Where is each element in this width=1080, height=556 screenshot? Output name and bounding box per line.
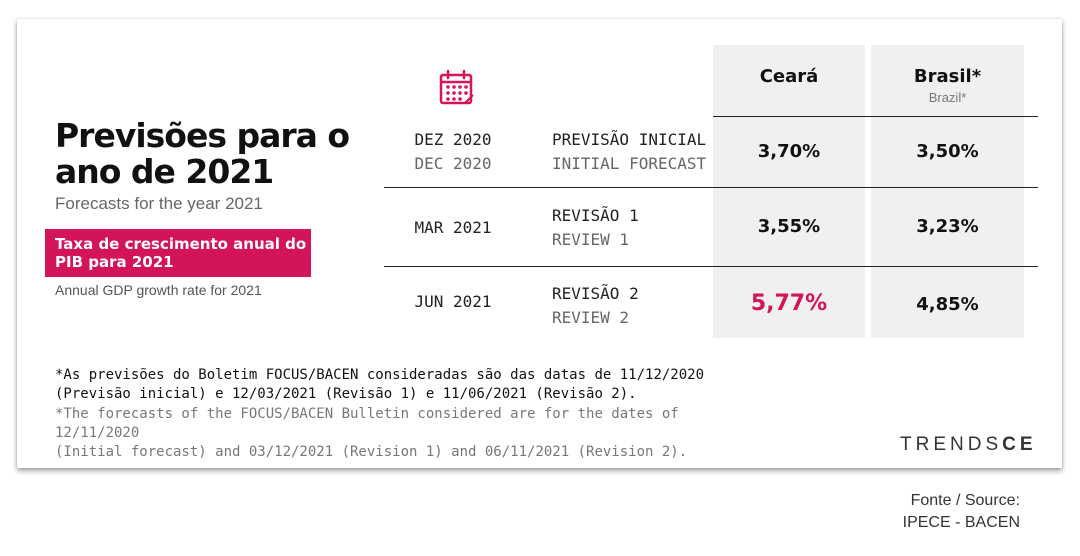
highlight-label: Taxa de crescimento anual do PIB para 20…: [45, 229, 311, 277]
page-subtitle: Forecasts for the year 2021: [55, 194, 263, 213]
page-title: Previsões para o ano de 2021: [55, 116, 350, 191]
column-header-ceara: Ceará: [759, 66, 819, 87]
ceara-column-background: [713, 45, 865, 338]
highlight-caption: Annual GDP growth rate for 2021: [55, 282, 262, 298]
header-divider: [713, 116, 1038, 117]
column-header-brasil-sub: Brazil*: [928, 90, 967, 105]
row-divider: [384, 266, 1038, 267]
table-cell-ceara: 3,55%: [757, 216, 821, 237]
table-cell-brasil: 3,50%: [916, 141, 979, 162]
table-cell-brasil: 3,23%: [916, 216, 979, 237]
footnote-portuguese: *As previsões do Boletim FOCUS/BACEN con…: [55, 367, 705, 402]
table-cell-ceara: 3,70%: [757, 141, 821, 162]
table-row-date: DEZ 2020 DEC 2020: [414, 130, 492, 173]
source-credit: Fonte / Source: IPECE - BACEN: [902, 492, 1020, 531]
table-row-date: JUN 2021: [414, 292, 492, 311]
trendsce-logo: TRENDSCE: [900, 434, 1037, 455]
table-row-date: MAR 2021: [414, 218, 492, 237]
column-header-brasil: Brasil*: [913, 66, 982, 87]
table-cell-ceara-highlight: 5,77%: [750, 291, 828, 316]
table-row-revision: REVISÃO 1 REVIEW 1: [552, 206, 639, 249]
calendar-icon: [439, 69, 474, 105]
table-cell-brasil: 4,85%: [916, 294, 979, 315]
footnote-english: *The forecasts of the FOCUS/BACEN Bullet…: [55, 406, 688, 460]
table-row-revision: PREVISÃO INICIAL INITIAL FORECAST: [552, 130, 707, 173]
table-row-revision: REVISÃO 2 REVIEW 2: [552, 284, 639, 327]
brasil-column-background: [871, 45, 1024, 338]
row-divider: [384, 187, 1038, 188]
